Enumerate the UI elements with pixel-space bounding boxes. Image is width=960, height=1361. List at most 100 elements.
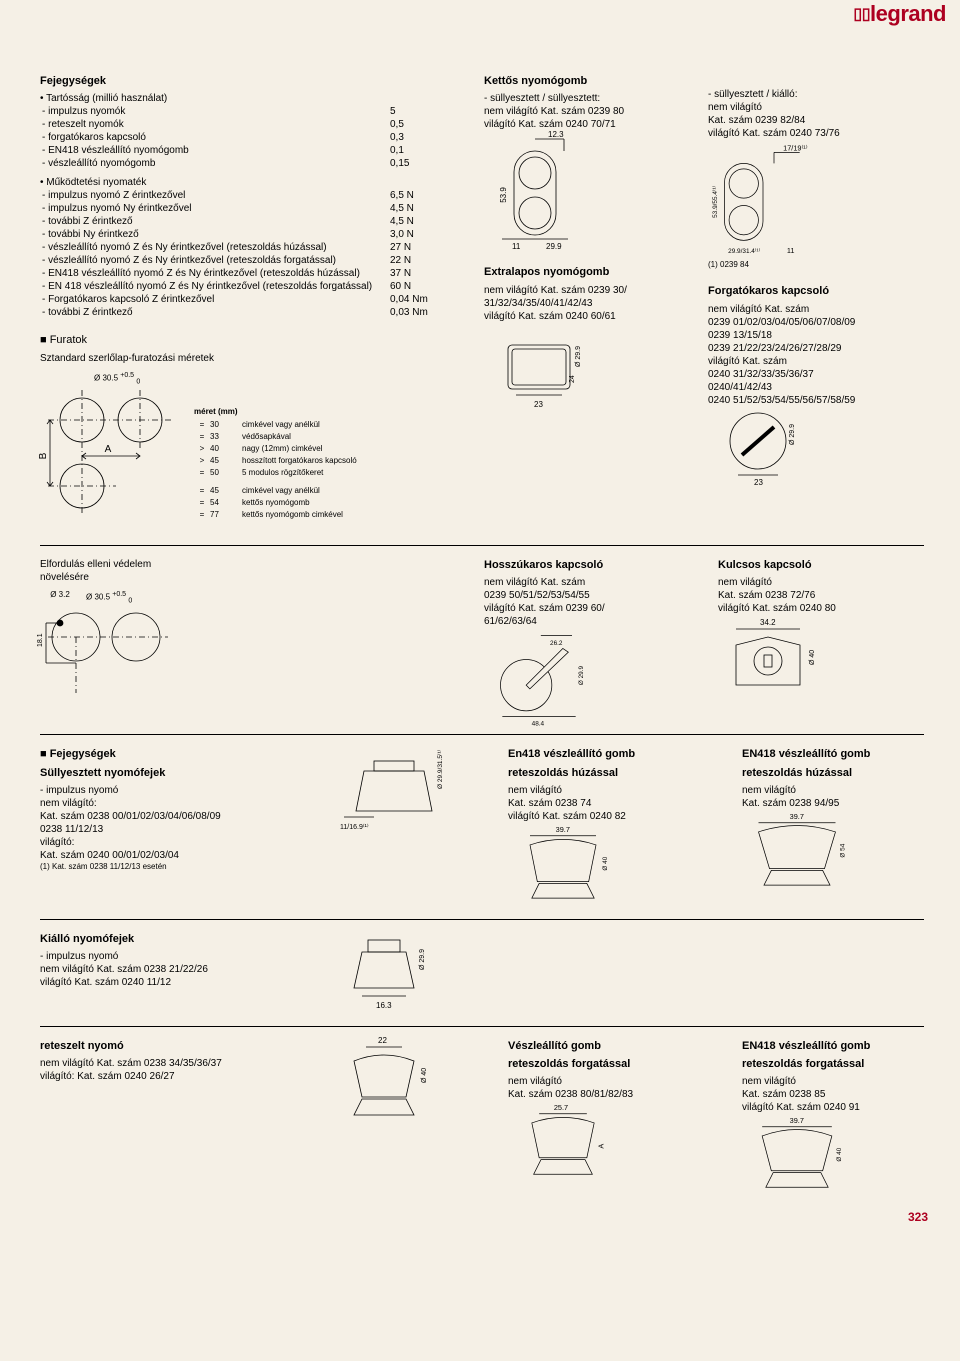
dualpb-r3: Kat. szám 0239 82/84 (708, 114, 908, 127)
flush-title: Süllyesztett nyomófejek (40, 766, 300, 780)
longlever-l2: 0239 50/51/52/53/54/55 (484, 589, 694, 602)
spec-row: - impulzus nyomó Z érintkezővel6,5 N (40, 189, 460, 202)
dualpb-rdim-top: 17/19⁽¹⁾ (783, 144, 808, 153)
legend-sym: > (194, 455, 210, 467)
rotary-d1: Ø 29.9 (789, 424, 796, 445)
en418b-d2: Ø 54 (840, 843, 847, 857)
rotary-l3: 0239 13/15/18 (708, 329, 908, 342)
latch-d1: 22 (378, 1036, 387, 1045)
en418a-l2: Kat. szám 0238 74 (508, 797, 718, 810)
keylock-l3: világító Kat. szám 0240 80 (718, 602, 928, 615)
keylock-d1: 34.2 (760, 618, 776, 627)
dualpb-r2: nem világító (708, 101, 908, 114)
torque-header: • Működtetési nyomaték (40, 176, 460, 189)
page-number: 323 (40, 1210, 928, 1226)
protr-p3: világító Kat. szám 0240 11/12 (40, 976, 300, 989)
rotary-l8: 0240 51/52/53/54/55/56/57/58/59 (708, 394, 908, 407)
en418b-figure: 39.7 Ø 54 (742, 810, 852, 896)
keylock-figure: 34.2 Ø 40 (718, 615, 828, 705)
dualpb-l3: világító Kat. szám 0240 70/71 (484, 118, 684, 131)
latch-title: reteszelt nyomó (40, 1039, 300, 1053)
legend-desc: nagy (12mm) cimkével (242, 443, 357, 455)
spec-label: - EN418 vészleállító nyomógomb (40, 144, 390, 157)
spec-label: - impulzus nyomó Ny érintkezővel (40, 202, 390, 215)
dualpb-rdim-b1: 29.9/31.4⁽¹⁾ (728, 248, 760, 255)
en418c-sub: reteszoldás forgatással (742, 1057, 952, 1071)
spec-value: 6,5 N (390, 189, 460, 202)
hu-p6: Kat. szám 0240 00/01/02/03/04 (40, 849, 300, 862)
vesrot-l2: Kat. szám 0238 80/81/82/83 (508, 1088, 718, 1101)
protr-figure: Ø 29.9 16.3 (324, 932, 444, 1012)
drill-title: Furatok (40, 333, 460, 347)
spec-value: 0,04 Nm (390, 293, 460, 306)
legend-dim: 54 (210, 497, 242, 509)
en418c-figure: 39.7 Ø 40 (742, 1114, 852, 1200)
legend-header: méret (mm) (194, 407, 357, 417)
spec-row: - további Ny érintkező3,0 N (40, 228, 460, 241)
hu-p4: 0238 11/12/13 (40, 823, 300, 836)
en418c-d2: Ø 40 (836, 1148, 843, 1162)
spec-label: - további Ny érintkező (40, 228, 390, 241)
headunits-title: Fejegységek (40, 747, 300, 761)
spec-label: - impulzus nyomó Z érintkezővel (40, 189, 390, 202)
spec-row: - impulzus nyomó Ny érintkezővel4,5 N (40, 202, 460, 215)
spec-row: - vészleállító nyomó Z és Ny érintkezőve… (40, 241, 460, 254)
legend-desc: hosszított forgatókaros kapcsoló (242, 455, 357, 467)
rotary-l5: világító Kat. szám (708, 355, 908, 368)
rotary-l7: 0240/41/42/43 (708, 381, 908, 394)
antirotate-figure: 18.1 (40, 605, 200, 705)
brand-logo: ▯▯legrand (853, 0, 946, 29)
longlever-title: Hosszúkaros kapcsoló (484, 558, 694, 572)
legend-desc: cimkével vagy anélkül (242, 485, 357, 497)
en418a-l3: világító Kat. szám 0240 82 (508, 810, 718, 823)
legend-sym: = (194, 419, 210, 431)
antirot-tt: +0.5 (112, 591, 126, 598)
extralap-d3: 23 (534, 400, 543, 409)
spec-value: 0,1 (390, 144, 460, 157)
en418a-sub: reteszoldás húzással (508, 766, 718, 780)
longlever-d1: 26.2 (550, 640, 563, 647)
dualpb-figure-right: 17/19⁽¹⁾ 53.9/55.4⁽¹⁾ 29.9/31.4⁽¹⁾ 11 (708, 140, 818, 260)
hu-note: (1) Kat. szám 0238 11/12/13 esetén (40, 862, 300, 872)
hu-p2: nem világító: (40, 797, 300, 810)
extralap-l1: nem világító Kat. szám 0239 30/ (484, 284, 684, 297)
extralap-l3: világító Kat. szám 0240 60/61 (484, 310, 684, 323)
brand-text: legrand (870, 1, 946, 26)
drill-subtitle: Sztandard szerlőlap-furatozási méretek (40, 352, 460, 365)
spec-value: 4,5 N (390, 202, 460, 215)
column-left: Fejegységek • Tartósság (millió használa… (40, 74, 460, 535)
logo-symbol: ▯▯ (853, 6, 870, 23)
hu-d1: Ø 29.9/31.5⁽¹⁾ (436, 750, 444, 790)
rotary-l6: 0240 31/32/33/35/36/37 (708, 368, 908, 381)
extralap-l2: 31/32/34/35/40/41/42/43 (484, 297, 684, 310)
dualpb-dim-v: 53.9 (499, 187, 508, 203)
latch-l2: világító: Kat. szám 0240 26/27 (40, 1070, 300, 1083)
dualpb-title: Kettős nyomógomb (484, 74, 684, 88)
spec-value: 22 N (390, 254, 460, 267)
en418a-title: En418 vészleállító gomb (508, 747, 718, 761)
extralap-d1: Ø 29.9 (575, 345, 582, 366)
en418a-figure: 39.7 Ø 40 (508, 823, 618, 909)
en418c-l3: világító Kat. szám 0240 91 (742, 1101, 952, 1114)
extralap-figure: Ø 29.9 24 23 (484, 323, 594, 413)
spec-row: - forgatókaros kapcsoló0,3 (40, 131, 460, 144)
rotary-l4: 0239 21/22/23/24/26/27/28/29 (708, 342, 908, 355)
extralap-title: Extralapos nyomógomb (484, 265, 684, 279)
spec-value: 0,15 (390, 157, 460, 170)
protr-d1: Ø 29.9 (419, 949, 426, 970)
vesrot-figure: 25.7 A (508, 1101, 618, 1187)
legend-desc: 5 modulos rögzítőkeret (242, 467, 357, 479)
divider-4 (40, 1026, 924, 1027)
spec-row: - további Z érintkező4,5 N (40, 215, 460, 228)
protr-d2: 16.3 (376, 1001, 392, 1010)
spec-value: 27 N (390, 241, 460, 254)
spec-row: - EN418 vészleállító nyomógomb0,1 (40, 144, 460, 157)
spec-label: - impulzus nyomók (40, 105, 390, 118)
dualpb-rdim-v: 53.9/55.4⁽¹⁾ (712, 185, 719, 217)
en418a-d2: Ø 40 (602, 856, 609, 870)
spec-label: - vészleállító nyomógomb (40, 157, 390, 170)
legend-sym: = (194, 485, 210, 497)
spec-row: - reteszelt nyomók0,5 (40, 118, 460, 131)
protr-p2: nem világító Kat. szám 0238 21/22/26 (40, 963, 300, 976)
legend-dim: 50 (210, 467, 242, 479)
